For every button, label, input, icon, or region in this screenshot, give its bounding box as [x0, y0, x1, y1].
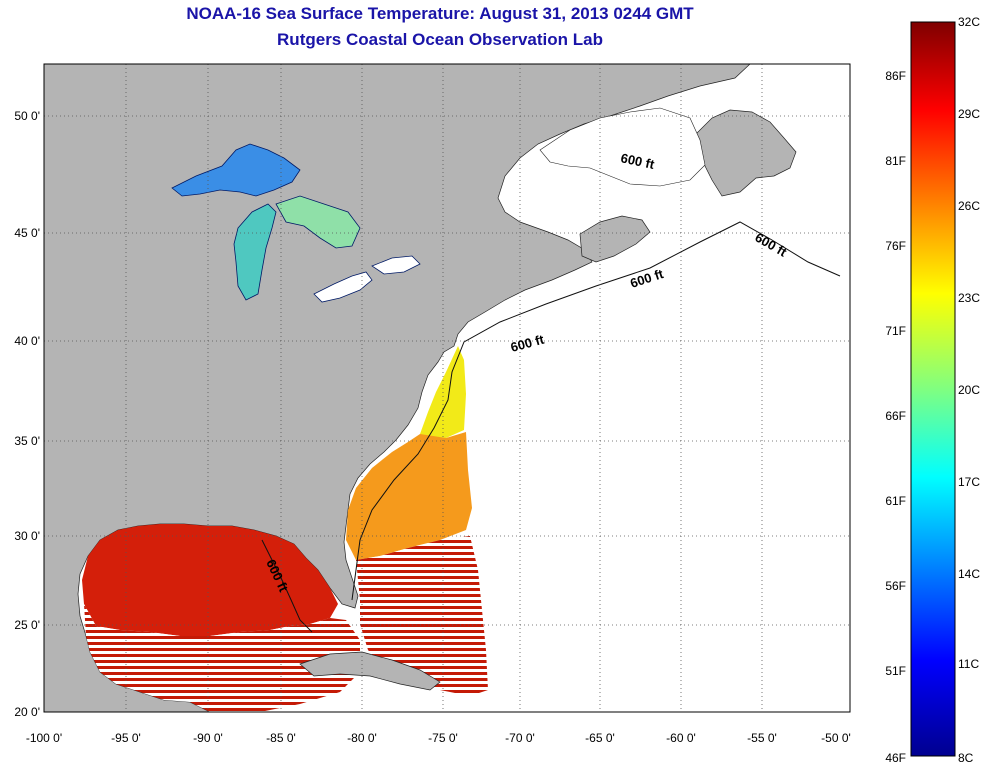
isobath-600ft	[351, 221, 841, 601]
lat-tick-label: 45 0'	[14, 226, 40, 240]
colorbar-f-label: 81F	[885, 154, 906, 168]
lat-tick-label: 25 0'	[14, 618, 40, 632]
colorbar-f-label: 71F	[885, 324, 906, 338]
colorbar-c-label: 32C	[958, 15, 980, 29]
lake-michigan	[233, 203, 277, 301]
colorbar-c-label: 23C	[958, 291, 980, 305]
lon-tick-label: -60 0'	[666, 731, 696, 745]
colorbar	[910, 21, 956, 757]
lon-tick-label: -100 0'	[26, 731, 62, 745]
lon-tick-label: -95 0'	[111, 731, 141, 745]
gulf-st-lawrence	[539, 107, 706, 187]
sst-gulf-streaks	[84, 604, 360, 712]
graticule	[44, 64, 850, 712]
lon-tick-label: -70 0'	[505, 731, 535, 745]
map-frame	[43, 63, 851, 713]
sst-gulf-of-mexico	[82, 524, 338, 636]
lake-superior	[171, 143, 301, 197]
isobath-600ft-gulf	[261, 539, 313, 633]
lat-tick-label: 35 0'	[14, 434, 40, 448]
latitude-axis: 20 0' 25 0' 30 0' 35 0' 40 0' 45 0' 50 0…	[14, 109, 40, 719]
lake-ontario	[371, 255, 421, 275]
colorbar-c-label: 26C	[958, 199, 980, 213]
map-title: NOAA-16 Sea Surface Temperature: August …	[186, 4, 694, 23]
colorbar-f-label: 76F	[885, 239, 906, 253]
colorbar-c-label: 14C	[958, 567, 980, 581]
lon-tick-label: -80 0'	[347, 731, 377, 745]
sst-bahamas-region	[356, 536, 488, 696]
lake-erie	[313, 271, 373, 303]
colorbar-f-label: 51F	[885, 664, 906, 678]
colorbar-c-label: 11C	[958, 657, 979, 671]
colorbar-c-label: 20C	[958, 383, 980, 397]
colorbar-c-label: 8C	[958, 751, 974, 765]
lat-tick-label: 50 0'	[14, 109, 40, 123]
lake-huron	[275, 195, 361, 249]
lat-tick-label: 40 0'	[14, 334, 40, 348]
colorbar-f-label: 66F	[885, 409, 906, 423]
colorbar-f-label: 61F	[885, 494, 906, 508]
sst-south-atlantic-bight	[346, 432, 472, 560]
lon-tick-label: -90 0'	[193, 731, 223, 745]
colorbar-fahrenheit-labels: 86F 81F 76F 71F 66F 61F 56F 51F 46F	[885, 69, 906, 765]
map-subtitle: Rutgers Coastal Ocean Observation Lab	[277, 30, 603, 49]
colorbar-c-label: 29C	[958, 107, 980, 121]
lon-tick-label: -55 0'	[747, 731, 777, 745]
lon-tick-label: -50 0'	[821, 731, 851, 745]
land-newfoundland	[693, 109, 797, 197]
colorbar-celsius-labels: 32C 29C 26C 23C 20C 17C 14C 11C 8C	[958, 15, 980, 765]
land-nova-scotia	[579, 215, 651, 263]
land-cuba	[299, 651, 441, 691]
lat-tick-label: 20 0'	[14, 705, 40, 719]
lat-tick-label: 30 0'	[14, 529, 40, 543]
colorbar-f-label: 46F	[885, 751, 906, 765]
longitude-axis: -100 0' -95 0' -90 0' -85 0' -80 0' -75 …	[26, 731, 851, 745]
isobath-label: 600 ft	[619, 150, 656, 172]
lon-tick-label: -65 0'	[585, 731, 615, 745]
colorbar-c-label: 17C	[958, 475, 980, 489]
colorbar-f-label: 86F	[885, 69, 906, 83]
colorbar-f-label: 56F	[885, 579, 906, 593]
land-north-america	[44, 64, 751, 712]
lon-tick-label: -85 0'	[266, 731, 296, 745]
lon-tick-label: -75 0'	[428, 731, 458, 745]
